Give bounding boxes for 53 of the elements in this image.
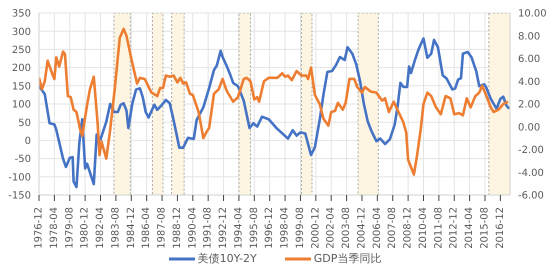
x-tick-label: 1986-04 [141,207,152,249]
x-tick-label: 2004-12 [356,207,368,249]
y2-tick-label: 10.00 [518,8,547,20]
x-tick-label: 1988-12 [172,207,183,249]
y-tick-label: 0 [24,136,31,147]
x-tick-label: 2010-04 [418,207,429,249]
x-tick-label: 2014-04 [464,207,476,249]
x-tick-label: 1982-04 [95,207,106,249]
x-tick-label: 1980-12 [80,207,91,249]
x-tick-label: 1999-08 [294,207,306,249]
y-tick-label: 350 [12,8,31,20]
y2-tick-label: 2.00 [518,100,540,111]
x-tick-label: 1991-08 [202,207,214,249]
x-tick-label: 2011-08 [433,207,444,249]
x-tick-label: 2012-12 [448,207,460,249]
legend-label: 美债10Y-2Y [198,251,257,266]
x-tick-label: 1978-04 [48,207,60,249]
x-tick-label: 2003-08 [341,207,352,249]
x-tick-label: 2015-08 [480,207,491,249]
x-tick-label: 1996-12 [264,207,276,249]
x-tick-label: 1987-08 [156,207,168,249]
x-tick-label: 1990-04 [187,207,198,249]
y-tick-label: 150 [12,81,31,92]
x-tick-label: 1984-12 [126,207,137,249]
x-tick-label: 2007-08 [387,207,398,249]
y-tick-label: 50 [18,118,31,129]
x-tick-label: 1976-12 [34,207,44,249]
x-tick-label: 2016-12 [494,207,506,249]
y2-tick-label: -4.00 [518,168,544,179]
y-tick-label: 100 [12,100,31,111]
x-tick-label: 1983-08 [110,207,122,249]
y-tick-label: 200 [12,63,31,74]
y-tick-label: -100 [8,172,31,184]
x-tick-label: 2002-04 [326,207,337,249]
x-tick-label: 2008-12 [402,207,414,249]
y-tick-label: -50 [14,154,31,166]
y-tick-label: 300 [12,26,31,38]
x-tick-label: 2000-12 [310,207,322,249]
y2-tick-label: 0.00 [518,122,540,134]
x-tick-label: 1995-08 [248,207,260,249]
y2-tick-label: -6.00 [518,190,544,202]
legend-label: GDP当季同比 [314,251,382,266]
x-tick-label: 1994-04 [233,207,244,249]
y2-tick-label: -2.00 [518,145,544,156]
x-tick-label: 1979-08 [64,207,76,249]
y2-tick-label: 8.00 [518,31,540,42]
y2-tick-label: 4.00 [518,76,540,88]
x-tick-label: 1992-12 [218,207,230,249]
x-tick-label: 1998-04 [280,207,291,249]
y-tick-label: 250 [12,44,31,56]
y-tick-label: -150 [8,190,31,202]
x-tick-label: 2006-04 [372,207,383,249]
y2-tick-label: 6.00 [518,54,540,66]
